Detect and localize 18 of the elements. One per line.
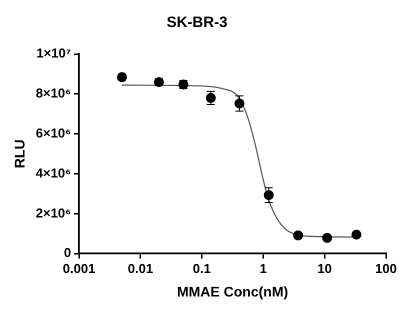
- x-tick-label: 0.001: [62, 260, 96, 276]
- y-axis-title: RLU: [11, 139, 28, 168]
- x-tick-label: 0.01: [128, 260, 154, 276]
- y-tick-label: 4×10⁶: [36, 165, 72, 180]
- point: [322, 232, 332, 243]
- point: [351, 230, 362, 240]
- chart-title: SK-BR-3: [166, 14, 228, 32]
- x-axis-title: MMAE Conc(nM): [176, 283, 288, 300]
- y-tick-label: 0: [64, 245, 72, 260]
- y-tick-label: 1×10⁷: [36, 46, 72, 61]
- y-tick-label: 8×10⁶: [36, 86, 72, 100]
- x-tick-label: 0.1: [192, 260, 211, 276]
- x-tick-label: 1: [260, 260, 267, 276]
- y-tick-label: 2×10⁶: [36, 205, 72, 220]
- x-tick-label: 10: [317, 260, 332, 276]
- x-tick-label: 100: [375, 260, 397, 276]
- point: [293, 230, 304, 240]
- y-tick-label: 6×10⁶: [36, 125, 72, 140]
